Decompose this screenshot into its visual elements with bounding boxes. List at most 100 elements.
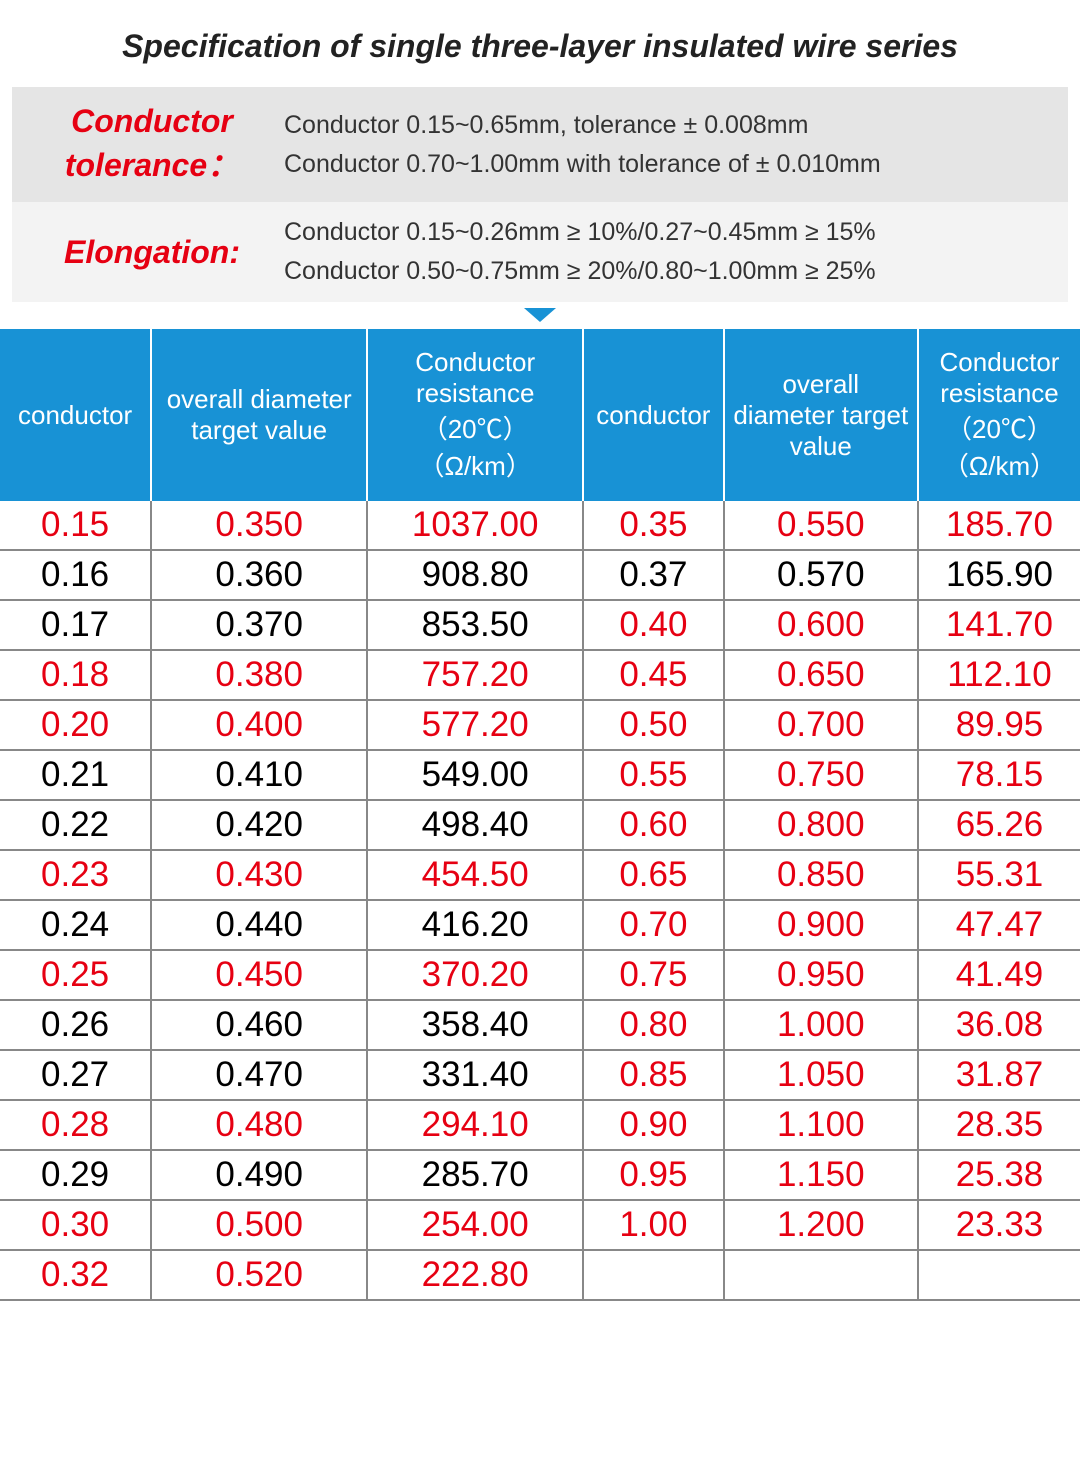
table-cell: 141.70 — [918, 600, 1080, 650]
info-line: Conductor 0.50~0.75mm ≥ 20%/0.80~1.00mm … — [284, 257, 876, 286]
table-cell — [724, 1250, 918, 1300]
table-cell: 222.80 — [367, 1250, 583, 1300]
table-cell: 0.470 — [151, 1050, 367, 1100]
table-header-row: conductoroverall diameter target valueCo… — [0, 329, 1080, 501]
info-lines: Conductor 0.15~0.26mm ≥ 10%/0.27~0.45mm … — [284, 218, 876, 286]
table-cell: 0.460 — [151, 1000, 367, 1050]
table-cell: 0.60 — [583, 800, 723, 850]
table-cell: 0.35 — [583, 501, 723, 550]
table-cell: 1.200 — [724, 1200, 918, 1250]
table-head: conductoroverall diameter target valueCo… — [0, 329, 1080, 501]
table-cell: 0.430 — [151, 850, 367, 900]
table-cell: 0.750 — [724, 750, 918, 800]
table-row: 0.230.430454.500.650.85055.31 — [0, 850, 1080, 900]
table-cell: 89.95 — [918, 700, 1080, 750]
table-row: 0.180.380757.200.450.650112.10 — [0, 650, 1080, 700]
table-body: 0.150.3501037.000.350.550185.700.160.360… — [0, 501, 1080, 1300]
table-cell: 0.350 — [151, 501, 367, 550]
table-cell: 28.35 — [918, 1100, 1080, 1150]
table-cell: 112.10 — [918, 650, 1080, 700]
table-cell: 498.40 — [367, 800, 583, 850]
table-cell: 0.550 — [724, 501, 918, 550]
table-header-cell: Conductor resistance（20℃）（Ω/km） — [367, 329, 583, 501]
chevron-down-icon — [524, 308, 556, 322]
table-row: 0.320.520222.80 — [0, 1250, 1080, 1300]
table-cell: 294.10 — [367, 1100, 583, 1150]
table-cell: 1.050 — [724, 1050, 918, 1100]
table-row: 0.210.410549.000.550.75078.15 — [0, 750, 1080, 800]
table-cell: 0.30 — [0, 1200, 151, 1250]
table-cell: 0.45 — [583, 650, 723, 700]
table-cell: 0.24 — [0, 900, 151, 950]
table-cell: 0.500 — [151, 1200, 367, 1250]
table-cell: 0.420 — [151, 800, 367, 850]
table-cell: 0.600 — [724, 600, 918, 650]
info-line: Conductor 0.70~1.00mm with tolerance of … — [284, 150, 881, 179]
table-row: 0.200.400577.200.500.70089.95 — [0, 700, 1080, 750]
table-row: 0.290.490285.700.951.15025.38 — [0, 1150, 1080, 1200]
table-cell: 454.50 — [367, 850, 583, 900]
info-box: Conductor tolerance：Conductor 0.15~0.65m… — [12, 87, 1068, 202]
table-row: 0.160.360908.800.370.570165.90 — [0, 550, 1080, 600]
table-cell: 0.410 — [151, 750, 367, 800]
table-cell: 31.87 — [918, 1050, 1080, 1100]
table-cell: 0.90 — [583, 1100, 723, 1150]
table-cell: 0.21 — [0, 750, 151, 800]
table-cell: 0.15 — [0, 501, 151, 550]
info-line: Conductor 0.15~0.65mm, tolerance ± 0.008… — [284, 111, 881, 140]
info-line: Conductor 0.15~0.26mm ≥ 10%/0.27~0.45mm … — [284, 218, 876, 247]
table-cell: 757.20 — [367, 650, 583, 700]
table-cell — [918, 1250, 1080, 1300]
table-cell: 0.20 — [0, 700, 151, 750]
table-cell: 908.80 — [367, 550, 583, 600]
table-cell: 0.900 — [724, 900, 918, 950]
table-cell: 1.00 — [583, 1200, 723, 1250]
table-cell: 549.00 — [367, 750, 583, 800]
table-cell: 0.570 — [724, 550, 918, 600]
table-cell: 853.50 — [367, 600, 583, 650]
table-cell: 1.100 — [724, 1100, 918, 1150]
table-cell: 0.27 — [0, 1050, 151, 1100]
table-row: 0.240.440416.200.700.90047.47 — [0, 900, 1080, 950]
info-container: Conductor tolerance：Conductor 0.15~0.65m… — [0, 87, 1080, 302]
info-lines: Conductor 0.15~0.65mm, tolerance ± 0.008… — [284, 111, 881, 179]
table-cell: 1037.00 — [367, 501, 583, 550]
table-cell: 0.80 — [583, 1000, 723, 1050]
table-header-cell: overall diameter target value — [151, 329, 367, 501]
table-cell: 0.490 — [151, 1150, 367, 1200]
table-cell: 25.38 — [918, 1150, 1080, 1200]
table-cell: 0.450 — [151, 950, 367, 1000]
table-cell: 0.800 — [724, 800, 918, 850]
table-cell: 165.90 — [918, 550, 1080, 600]
table-cell: 0.370 — [151, 600, 367, 650]
table-cell: 65.26 — [918, 800, 1080, 850]
table-cell: 370.20 — [367, 950, 583, 1000]
info-box: Elongation: Conductor 0.15~0.26mm ≥ 10%/0… — [12, 202, 1068, 302]
table-cell: 0.65 — [583, 850, 723, 900]
table-cell: 0.50 — [583, 700, 723, 750]
table-cell: 185.70 — [918, 501, 1080, 550]
table-row: 0.250.450370.200.750.95041.49 — [0, 950, 1080, 1000]
table-cell: 0.37 — [583, 550, 723, 600]
page-title: Specification of single three-layer insu… — [0, 0, 1080, 87]
info-label: Elongation: — [32, 234, 272, 271]
table-header-cell: conductor — [583, 329, 723, 501]
table-cell: 0.29 — [0, 1150, 151, 1200]
table-row: 0.300.500254.001.001.20023.33 — [0, 1200, 1080, 1250]
table-cell: 0.40 — [583, 600, 723, 650]
table-cell: 0.18 — [0, 650, 151, 700]
table-cell: 0.23 — [0, 850, 151, 900]
table-cell: 0.440 — [151, 900, 367, 950]
table-cell: 0.85 — [583, 1050, 723, 1100]
table-cell: 0.700 — [724, 700, 918, 750]
table-row: 0.170.370853.500.400.600141.70 — [0, 600, 1080, 650]
table-cell: 0.17 — [0, 600, 151, 650]
table-cell: 1.150 — [724, 1150, 918, 1200]
table-header-cell: Conductor resistance（20℃）（Ω/km） — [918, 329, 1080, 501]
table-cell: 0.25 — [0, 950, 151, 1000]
table-cell: 0.480 — [151, 1100, 367, 1150]
table-cell: 41.49 — [918, 950, 1080, 1000]
table-header-cell: overall diameter target value — [724, 329, 918, 501]
table-cell: 416.20 — [367, 900, 583, 950]
table-cell: 0.16 — [0, 550, 151, 600]
